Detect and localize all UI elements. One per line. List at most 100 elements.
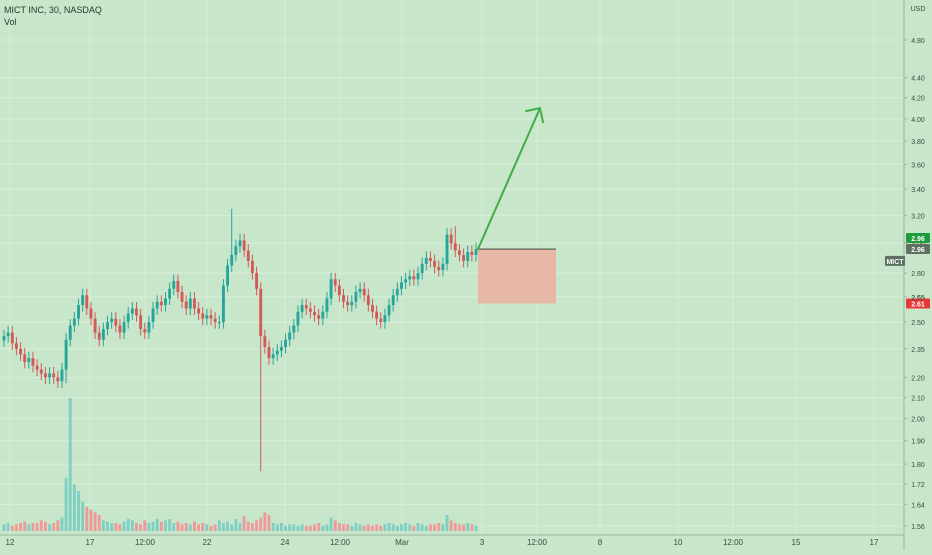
candle-body: [118, 325, 122, 333]
candle-body: [470, 251, 474, 255]
candle-body: [221, 285, 225, 323]
y-tick-label: 1.80: [911, 462, 925, 469]
volume-bar: [164, 520, 167, 531]
volume-bar: [19, 523, 23, 531]
candle-body: [143, 329, 147, 333]
volume-bar: [2, 524, 6, 531]
volume-label: Vol: [4, 17, 17, 27]
candle-body: [433, 260, 437, 267]
candle-body: [259, 288, 263, 337]
x-tick-label: 12:00: [330, 538, 351, 547]
volume-bar: [106, 521, 109, 531]
candle-body: [31, 358, 35, 366]
candle-body: [441, 263, 445, 270]
candle-body: [238, 240, 242, 247]
volume-bar: [387, 523, 391, 531]
candle-body: [437, 266, 441, 270]
symbol-title: MICT INC, 30, NASDAQ: [4, 5, 102, 15]
volume-bar: [242, 516, 246, 531]
y-tick-label: 4.00: [911, 117, 925, 124]
volume-bar: [420, 524, 424, 531]
candle-body: [35, 365, 39, 370]
volume-bar: [300, 524, 304, 531]
volume-bar: [213, 524, 217, 531]
candle-body: [230, 254, 234, 266]
time-axis: 12 17 12:00 22 24 12:00 Mar 3 12:00 8 10 12:00 15 17: [0, 534, 904, 547]
candle-body: [205, 315, 209, 319]
candle-body: [387, 305, 391, 316]
candle-body: [6, 332, 10, 337]
volume-bar: [288, 524, 292, 531]
x-tick-label: 12:00: [135, 538, 156, 547]
volume-bar: [329, 517, 333, 531]
volume-bar: [77, 491, 80, 531]
chart-legend: MICT INC, 30, NASDAQ Vol: [4, 4, 102, 28]
volume-bar: [31, 523, 35, 531]
y-tick-label: 2.65: [911, 295, 925, 302]
volume-bar: [275, 524, 279, 531]
candle-body: [151, 308, 155, 323]
volume-bar: [126, 519, 130, 531]
volume-bar: [68, 398, 72, 531]
volume-bar: [114, 523, 118, 531]
volume-bar: [250, 523, 254, 531]
candle-body: [139, 315, 143, 330]
y-tick-label: 4.80: [911, 38, 925, 45]
candle-body: [412, 276, 416, 280]
candle-body: [267, 346, 271, 359]
volume-bar: [172, 523, 176, 531]
volume-bar: [205, 524, 209, 531]
volume-bar: [462, 524, 466, 531]
volume-bar: [52, 523, 56, 531]
y-tick-label: 2.50: [911, 320, 925, 327]
candle-body: [474, 249, 478, 255]
candle-body: [337, 285, 341, 296]
candle-body: [130, 308, 134, 314]
candle-body: [263, 336, 267, 347]
y-tick-label: 2.00: [911, 417, 925, 424]
volume-bar: [14, 524, 18, 531]
volume-bar: [429, 524, 432, 531]
stop-price-tag: 2.61: [906, 298, 930, 309]
candle-body: [101, 329, 105, 340]
candle-body: [317, 315, 321, 319]
volume-bar: [304, 525, 308, 531]
volume-bar: [350, 525, 354, 531]
trend-arrow-shaft: [477, 107, 541, 251]
volume-bar: [383, 524, 387, 531]
y-tick-label: 1.72: [911, 482, 925, 489]
volume-bar: [93, 512, 97, 531]
candle-body: [27, 358, 31, 362]
candle-body: [155, 301, 159, 309]
volume-bar: [60, 517, 64, 531]
volume-bar: [23, 521, 27, 531]
candle-body: [308, 308, 312, 312]
candle-layer: [2, 208, 478, 472]
y-tick-label: 2.10: [911, 395, 925, 402]
candle-body: [445, 234, 449, 264]
candle-body: [126, 313, 130, 323]
candle-body: [19, 348, 23, 355]
volume-bar: [358, 524, 362, 531]
volume-bar: [238, 523, 242, 531]
x-tick-label: 17: [870, 538, 879, 547]
volume-bar: [395, 525, 399, 531]
volume-bar: [193, 521, 196, 531]
candle-body: [52, 373, 56, 378]
candle-body: [271, 354, 275, 359]
target-zone-layer: [478, 248, 556, 304]
y-tick-label: 2.80: [911, 271, 925, 278]
y-tick-label: 1.64: [911, 502, 925, 509]
volume-bar: [151, 521, 155, 531]
x-tick-label: 8: [598, 538, 603, 547]
volume-bar: [246, 521, 250, 531]
y-tick-label: 3.20: [911, 213, 925, 220]
candle-body: [350, 301, 354, 306]
candle-body: [333, 279, 337, 286]
y-tick-label: 3.60: [911, 162, 925, 169]
volume-bar: [176, 521, 180, 531]
volume-bar: [226, 521, 230, 531]
